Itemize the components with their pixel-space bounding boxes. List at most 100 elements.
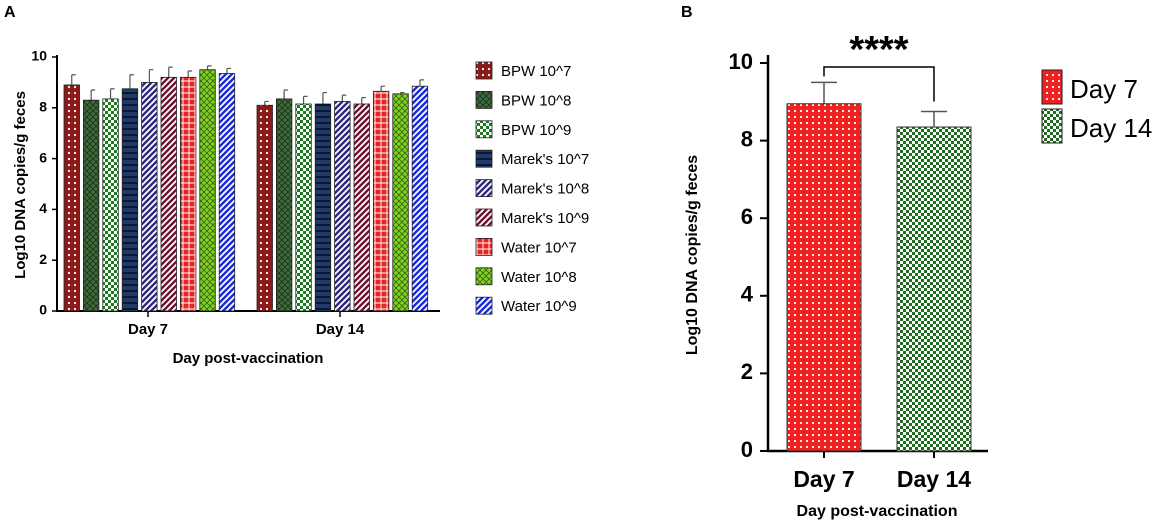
error-bar	[341, 94, 347, 102]
bar	[121, 88, 139, 312]
legend-label: BPW 10^8	[501, 92, 571, 109]
panel-b-legend: Day 7 Day 14	[1041, 69, 1152, 144]
panel-a-y-tick-label: 4	[39, 200, 47, 216]
panel-a-y-ticks: 0 2 4 6 8 10	[31, 48, 57, 318]
error-bar	[148, 69, 154, 83]
legend-swatch	[475, 267, 493, 286]
panel-a-label: A	[4, 4, 16, 21]
panel-b-y-tick-label: 2	[741, 359, 753, 384]
panel-a: A Log10 DNA copies/g feces Day post-vacc…	[4, 4, 589, 367]
error-bar	[811, 81, 837, 104]
legend-label-day14: Day 14	[1070, 113, 1152, 143]
significance-bracket: ****	[823, 29, 935, 102]
bar	[179, 76, 197, 312]
error-bar	[90, 89, 96, 101]
panel-b-y-tick-label: 0	[741, 437, 753, 462]
legend-item: Marek's 10^7	[475, 149, 589, 168]
significance-stars: ****	[849, 29, 908, 71]
legend-swatch-day7	[1041, 69, 1063, 105]
legend-item: Water 10^7	[475, 237, 577, 256]
panel-a-bars	[63, 65, 429, 312]
bar	[256, 104, 273, 312]
panel-b-y-ticks: 0 2 4 6 8 10	[729, 49, 768, 462]
legend-label: Water 10^8	[501, 269, 577, 286]
legend-item: BPW 10^9	[475, 120, 571, 139]
bar	[141, 82, 158, 312]
panel-b-x-ticks: Day 7 Day 14	[793, 451, 971, 492]
panel-b-y-tick-label: 6	[741, 204, 753, 229]
panel-b-y-tick-label: 10	[729, 49, 753, 74]
legend-label-day7: Day 7	[1070, 74, 1138, 104]
bar	[334, 101, 351, 312]
panel-b-x-tick-label-day14: Day 14	[897, 466, 971, 492]
panel-a-y-tick-label: 8	[39, 99, 47, 115]
bar	[199, 69, 216, 312]
significance-bracket-line	[823, 66, 935, 102]
error-bar	[322, 91, 327, 104]
legend-swatch	[475, 296, 493, 315]
legend-label: Water 10^7	[501, 239, 577, 256]
panel-b-label: B	[681, 4, 693, 21]
legend-item: Water 10^9	[475, 296, 577, 315]
error-bar	[380, 85, 386, 92]
panel-b-y-tick-label: 4	[741, 282, 754, 307]
bar	[83, 99, 100, 312]
panel-b-y-tick-label: 8	[741, 126, 753, 151]
legend-label: Water 10^9	[501, 298, 577, 315]
legend-swatch	[475, 179, 493, 198]
bar	[63, 84, 80, 312]
bar	[102, 98, 119, 312]
bar-day14	[896, 126, 972, 452]
panel-a-y-axis-label: Log10 DNA copies/g feces	[12, 91, 29, 279]
panel-a-y-tick-label: 0	[39, 302, 47, 318]
error-bar	[921, 110, 947, 128]
error-bar	[187, 70, 193, 78]
panel-b-y-axis-label: Log10 DNA copies/g feces	[684, 155, 701, 355]
legend-swatch	[475, 61, 493, 80]
legend-swatch	[475, 91, 493, 109]
legend-swatch	[475, 120, 493, 139]
legend-item: Marek's 10^9	[475, 208, 589, 227]
panel-b: B Log10 DNA copies/g feces Day post-vacc…	[681, 4, 1152, 520]
panel-b-x-tick-label-day7: Day 7	[793, 466, 854, 492]
panel-a-legend: BPW 10^7 BPW 10^8 BPW 10^9 Marek's 10^7 …	[475, 61, 589, 315]
error-bar	[264, 100, 269, 106]
legend-swatch	[475, 208, 493, 227]
error-bar	[206, 65, 212, 70]
bar	[295, 103, 312, 312]
legend-item: BPW 10^8	[475, 91, 571, 109]
bar	[411, 85, 429, 312]
bar	[218, 73, 236, 312]
error-bar	[226, 67, 231, 74]
error-bar	[361, 97, 366, 104]
panel-a-x-axis-label: Day post-vaccination	[173, 350, 324, 367]
bar	[372, 90, 390, 312]
legend-item: Water 10^8	[475, 267, 577, 286]
error-bar	[129, 74, 134, 89]
bar	[314, 103, 332, 312]
error-bar	[71, 74, 76, 85]
legend-label: BPW 10^7	[501, 63, 571, 80]
legend-item: Marek's 10^8	[475, 179, 589, 198]
bar	[392, 93, 409, 312]
legend-label: BPW 10^9	[501, 122, 571, 139]
panel-b-bars	[786, 81, 972, 452]
error-bar	[302, 95, 308, 104]
panel-a-x-tick-label-day7: Day 7	[128, 321, 168, 338]
error-bar	[168, 66, 173, 78]
legend-swatch	[475, 237, 493, 256]
bar-day7	[786, 103, 862, 452]
bar	[275, 98, 293, 312]
panel-a-y-tick-label: 2	[39, 251, 47, 267]
legend-swatch-day14	[1041, 108, 1063, 144]
legend-label: Marek's 10^7	[501, 151, 589, 168]
legend-item: BPW 10^7	[475, 61, 571, 80]
panel-a-y-tick-label: 10	[31, 48, 47, 64]
bar	[160, 76, 177, 312]
panel-a-y-tick-label: 6	[39, 149, 47, 165]
panel-b-x-axis-label: Day post-vaccination	[797, 503, 958, 520]
legend-label: Marek's 10^8	[501, 181, 589, 198]
error-bar	[283, 89, 289, 99]
bar	[353, 103, 370, 312]
